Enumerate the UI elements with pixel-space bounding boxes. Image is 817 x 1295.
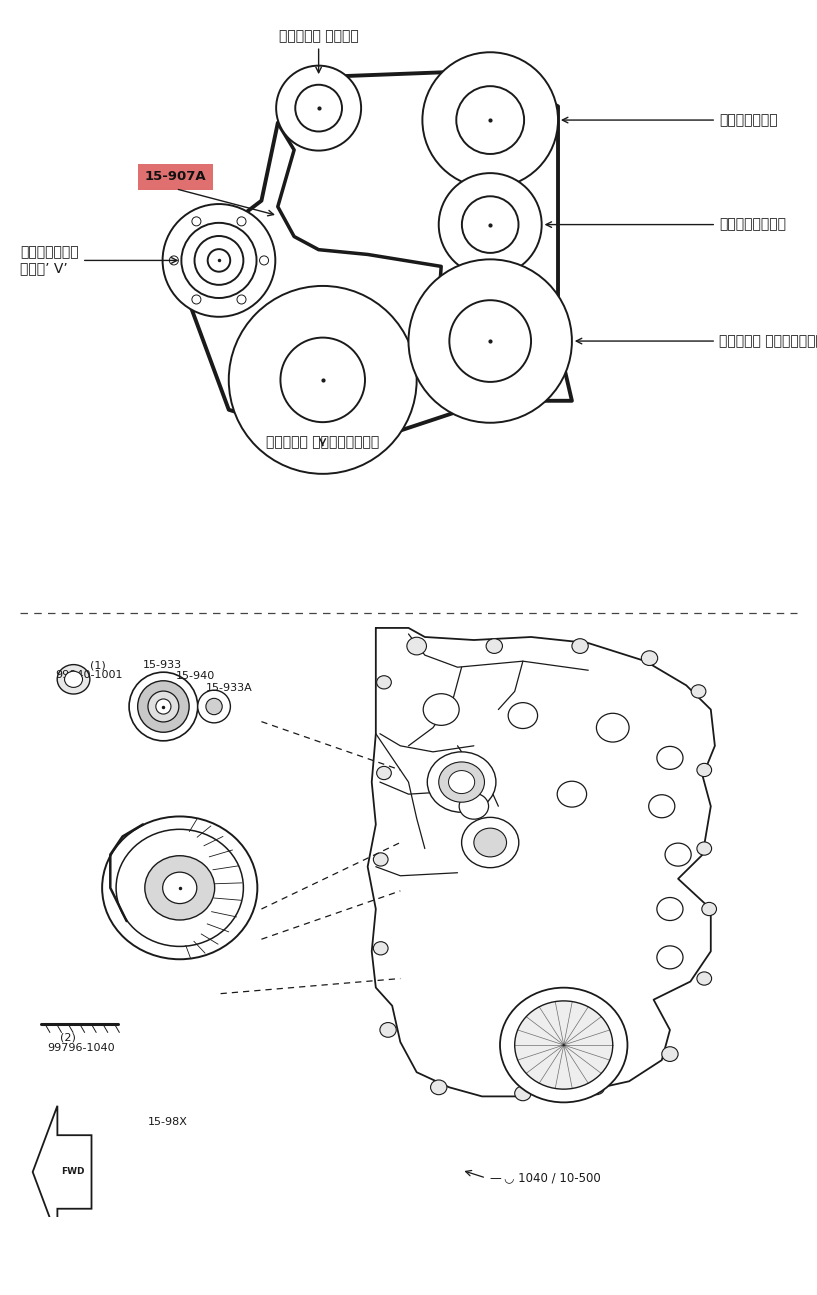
Ellipse shape [449, 300, 531, 382]
Ellipse shape [129, 672, 198, 741]
Ellipse shape [588, 1080, 605, 1094]
Ellipse shape [649, 795, 675, 817]
Ellipse shape [148, 692, 179, 721]
Ellipse shape [508, 703, 538, 729]
Ellipse shape [697, 973, 712, 985]
Ellipse shape [377, 676, 391, 689]
Ellipse shape [408, 259, 572, 422]
Ellipse shape [431, 1080, 447, 1094]
Ellipse shape [373, 941, 388, 954]
Ellipse shape [163, 872, 197, 904]
Text: オルタネーター: オルタネーター [562, 113, 778, 127]
Ellipse shape [181, 223, 257, 298]
Text: テンショナー，
ベルト’ V’: テンショナー， ベルト’ V’ [20, 245, 177, 276]
Text: 15-98X: 15-98X [148, 1116, 187, 1127]
Ellipse shape [641, 651, 658, 666]
Ellipse shape [192, 295, 201, 304]
Ellipse shape [194, 236, 243, 285]
Ellipse shape [208, 249, 230, 272]
Text: — ◡ 1040 / 10-500: — ◡ 1040 / 10-500 [490, 1172, 601, 1185]
Ellipse shape [57, 664, 90, 694]
Polygon shape [33, 1106, 92, 1238]
Ellipse shape [198, 690, 230, 723]
Ellipse shape [662, 1046, 678, 1062]
Ellipse shape [702, 903, 717, 916]
Ellipse shape [280, 338, 365, 422]
Text: 15-907A: 15-907A [145, 171, 207, 184]
Ellipse shape [697, 842, 712, 855]
Text: FWD: FWD [61, 1168, 84, 1176]
Text: プーリー， クランクシャフト: プーリー， クランクシャフト [266, 435, 379, 449]
Ellipse shape [145, 856, 215, 919]
Ellipse shape [657, 897, 683, 921]
Ellipse shape [500, 988, 627, 1102]
Ellipse shape [137, 681, 189, 732]
Ellipse shape [572, 638, 588, 654]
Text: MAZDA - Z60115909    N - 15907A: MAZDA - Z60115909 N - 15907A [144, 1242, 673, 1270]
Ellipse shape [439, 174, 542, 276]
Ellipse shape [596, 714, 629, 742]
Ellipse shape [697, 763, 712, 777]
Ellipse shape [456, 87, 525, 154]
Text: プーリー， アイドル: プーリー， アイドル [279, 30, 359, 73]
Ellipse shape [295, 84, 342, 132]
Ellipse shape [380, 1023, 396, 1037]
Ellipse shape [515, 1001, 613, 1089]
Ellipse shape [665, 843, 691, 866]
Text: (2): (2) [60, 1032, 75, 1042]
Ellipse shape [449, 771, 475, 794]
Ellipse shape [486, 638, 502, 654]
Text: 15-940: 15-940 [176, 671, 215, 681]
Ellipse shape [206, 698, 222, 715]
Ellipse shape [276, 66, 361, 150]
Ellipse shape [657, 945, 683, 969]
Ellipse shape [156, 699, 171, 714]
Text: 99940-1001: 99940-1001 [56, 670, 123, 680]
Ellipse shape [462, 197, 519, 253]
Ellipse shape [427, 752, 496, 812]
Ellipse shape [377, 767, 391, 780]
Ellipse shape [407, 637, 426, 655]
Ellipse shape [462, 817, 519, 868]
Ellipse shape [423, 694, 459, 725]
Text: エアコン， コンプレッサー: エアコン， コンプレッサー [576, 334, 817, 348]
Ellipse shape [373, 853, 388, 866]
Ellipse shape [422, 52, 558, 188]
Ellipse shape [163, 205, 275, 317]
Ellipse shape [102, 816, 257, 960]
Ellipse shape [691, 685, 706, 698]
Ellipse shape [237, 295, 246, 304]
Text: 15-933A: 15-933A [206, 684, 252, 693]
Ellipse shape [459, 794, 489, 820]
Text: 99796-1040: 99796-1040 [47, 1042, 115, 1053]
Ellipse shape [474, 828, 507, 857]
Ellipse shape [260, 256, 269, 265]
Ellipse shape [557, 781, 587, 807]
Ellipse shape [192, 216, 201, 225]
Ellipse shape [237, 216, 246, 225]
Text: ウォーターボンプ: ウォーターボンプ [546, 218, 786, 232]
Ellipse shape [515, 1087, 531, 1101]
Ellipse shape [229, 286, 417, 474]
Text: 15-933: 15-933 [143, 660, 182, 671]
Polygon shape [368, 628, 715, 1097]
Ellipse shape [439, 761, 484, 802]
Ellipse shape [65, 671, 83, 688]
Ellipse shape [657, 746, 683, 769]
FancyBboxPatch shape [138, 163, 213, 190]
Ellipse shape [169, 256, 178, 265]
Text: (1): (1) [90, 660, 105, 671]
Ellipse shape [116, 829, 243, 947]
